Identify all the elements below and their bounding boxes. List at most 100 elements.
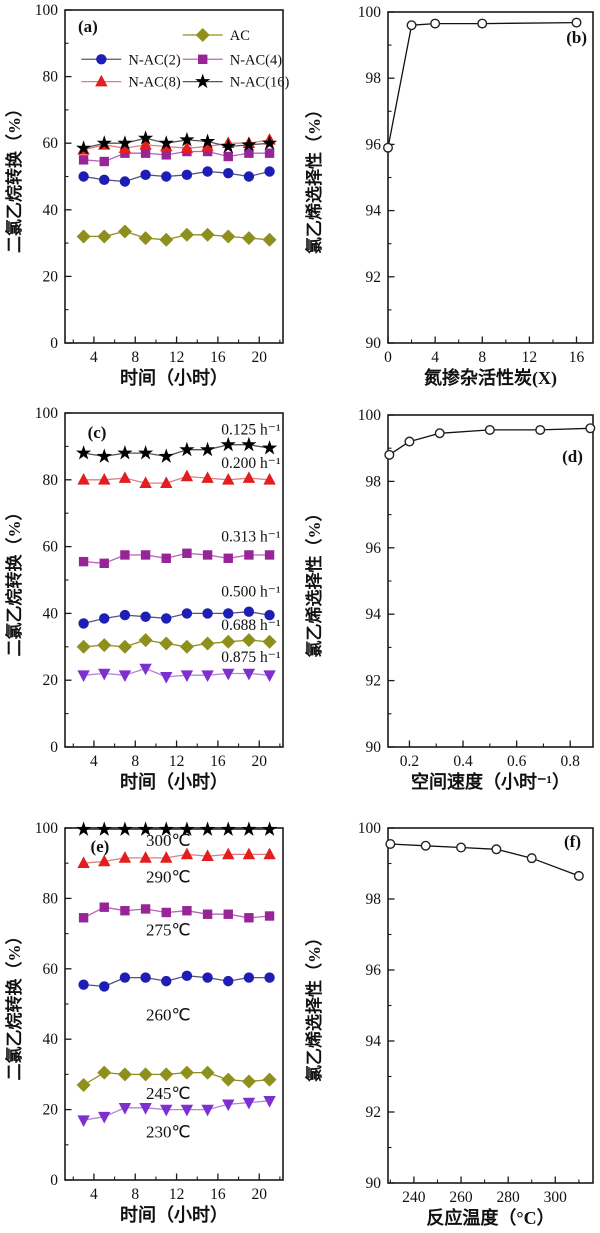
marker-triangle-down bbox=[180, 670, 194, 682]
marker-circle-open bbox=[573, 870, 584, 881]
marker-triangle-down bbox=[77, 670, 90, 682]
marker-star bbox=[220, 821, 236, 836]
marker-diamond bbox=[200, 1065, 215, 1080]
marker-star bbox=[158, 821, 174, 836]
marker-triangle-up bbox=[180, 141, 194, 153]
x-tick-label: 20 bbox=[251, 753, 267, 770]
marker-circle bbox=[223, 608, 234, 619]
annotation: 290℃ bbox=[146, 868, 191, 887]
y-tick-label: 20 bbox=[43, 268, 59, 285]
x-tick-label: 280 bbox=[497, 1189, 521, 1206]
marker-circle bbox=[243, 972, 255, 983]
x-tick-label: 240 bbox=[402, 1189, 426, 1206]
marker-square bbox=[182, 548, 192, 558]
y-axis-label: 二氯乙烷转换（%） bbox=[4, 928, 24, 1081]
marker-circle-open bbox=[585, 423, 596, 434]
marker-triangle-up bbox=[242, 471, 256, 483]
series-line bbox=[83, 150, 270, 163]
marker-diamond bbox=[97, 1065, 112, 1080]
marker-diamond bbox=[262, 634, 277, 649]
panel-letter: (e) bbox=[90, 837, 109, 856]
marker-square bbox=[223, 553, 233, 563]
panel-letter: (c) bbox=[88, 423, 107, 442]
marker-circle bbox=[119, 609, 131, 621]
x-tick-label: 16 bbox=[210, 753, 226, 770]
legend-label: N-AC(8) bbox=[128, 75, 181, 91]
chart-d: 0.2 0.4 0.6 0.8 90 92 94 96 98 100 空间速度（小时⁻¹） 氯乙烯选择… bbox=[304, 407, 596, 792]
y-tick-label: 100 bbox=[35, 820, 59, 837]
marker-triangle-up bbox=[222, 847, 235, 860]
marker-circle bbox=[161, 613, 172, 624]
y-tick-label: 92 bbox=[366, 673, 382, 690]
marker-triangle-down bbox=[118, 1103, 132, 1115]
marker-star bbox=[179, 441, 195, 457]
marker-star bbox=[75, 140, 92, 155]
y-tick-label: 90 bbox=[366, 335, 382, 352]
y-tick-label: 90 bbox=[366, 1175, 382, 1192]
marker-triangle-down bbox=[222, 1099, 235, 1112]
annotation: 230℃ bbox=[146, 1122, 191, 1141]
x-tick-label: 0.6 bbox=[507, 753, 527, 770]
marker-star bbox=[96, 821, 112, 836]
marker-triangle-down bbox=[180, 1104, 194, 1117]
marker-circle-open bbox=[535, 424, 546, 435]
marker-circle bbox=[202, 608, 213, 619]
annotation: 0.125 h⁻¹ bbox=[221, 422, 281, 439]
marker-star bbox=[96, 135, 112, 150]
marker-diamond bbox=[117, 639, 132, 654]
marker-star bbox=[158, 135, 174, 150]
marker-triangle-up bbox=[160, 851, 173, 863]
x-tick-label: 8 bbox=[478, 349, 486, 366]
marker-star bbox=[137, 130, 154, 145]
marker-circle bbox=[78, 979, 89, 990]
marker-diamond bbox=[117, 224, 132, 239]
marker-star bbox=[220, 436, 236, 452]
x-tick-label: 0.8 bbox=[561, 753, 581, 770]
series-line bbox=[83, 137, 270, 149]
y-axis-label: 二氯乙烷转换（%） bbox=[4, 504, 24, 657]
series-line bbox=[387, 21, 577, 148]
marker-circle bbox=[119, 176, 131, 187]
marker-circle bbox=[78, 618, 89, 629]
x-tick-label: 260 bbox=[449, 1189, 473, 1206]
y-tick-label: 20 bbox=[43, 672, 59, 689]
marker-triangle-up bbox=[201, 471, 214, 483]
marker-circle bbox=[264, 166, 275, 177]
marker-triangle-up bbox=[180, 847, 194, 860]
y-tick-label: 0 bbox=[50, 1172, 58, 1189]
y-tick-label: 60 bbox=[43, 135, 59, 152]
marker-square bbox=[78, 155, 89, 165]
marker-square bbox=[161, 907, 171, 918]
marker-circle bbox=[202, 166, 213, 177]
panel-c: 4 8 12 16 20 0 20 40 60 80 100 时间（小时） 二氯乙烷转换（%） (c) 0.… bbox=[0, 400, 300, 810]
marker-circle bbox=[243, 606, 255, 617]
marker-circle bbox=[140, 169, 151, 181]
marker-triangle-up bbox=[118, 471, 132, 483]
marker-circle bbox=[99, 174, 110, 186]
marker-triangle-up bbox=[95, 74, 108, 87]
y-axis-label: 氯乙烯选择性（%） bbox=[304, 101, 324, 254]
y-tick-label: 98 bbox=[366, 70, 382, 87]
annotation: 0.200 h⁻¹ bbox=[221, 455, 281, 472]
marker-triangle-down bbox=[139, 1103, 152, 1115]
marker-star bbox=[199, 821, 216, 836]
marker-square bbox=[202, 146, 213, 157]
marker-triangle-up bbox=[139, 476, 152, 488]
marker-square bbox=[264, 148, 275, 158]
marker-square bbox=[140, 148, 151, 158]
marker-star bbox=[117, 821, 133, 836]
marker-star bbox=[199, 441, 216, 457]
marker-square bbox=[140, 904, 151, 914]
y-tick-label: 96 bbox=[366, 962, 382, 979]
marker-diamond bbox=[159, 1067, 174, 1082]
marker-triangle-down bbox=[98, 668, 111, 681]
x-tick-label: 4 bbox=[431, 349, 439, 366]
marker-circle-open bbox=[384, 449, 395, 460]
panel-e: 4 8 12 16 20 0 20 40 60 80 100 时间（小时） 二氯乙烷转换（%） (e) 30… bbox=[0, 810, 300, 1233]
y-tick-label: 92 bbox=[366, 269, 382, 286]
y-tick-label: 94 bbox=[366, 203, 382, 220]
marker-star bbox=[261, 821, 278, 836]
marker-star bbox=[261, 135, 278, 150]
panel-f: 240 260 280 300 90 92 94 96 98 100 反应温度（°C） 氯乙烯选择性（… bbox=[300, 810, 600, 1233]
marker-star bbox=[261, 440, 278, 455]
